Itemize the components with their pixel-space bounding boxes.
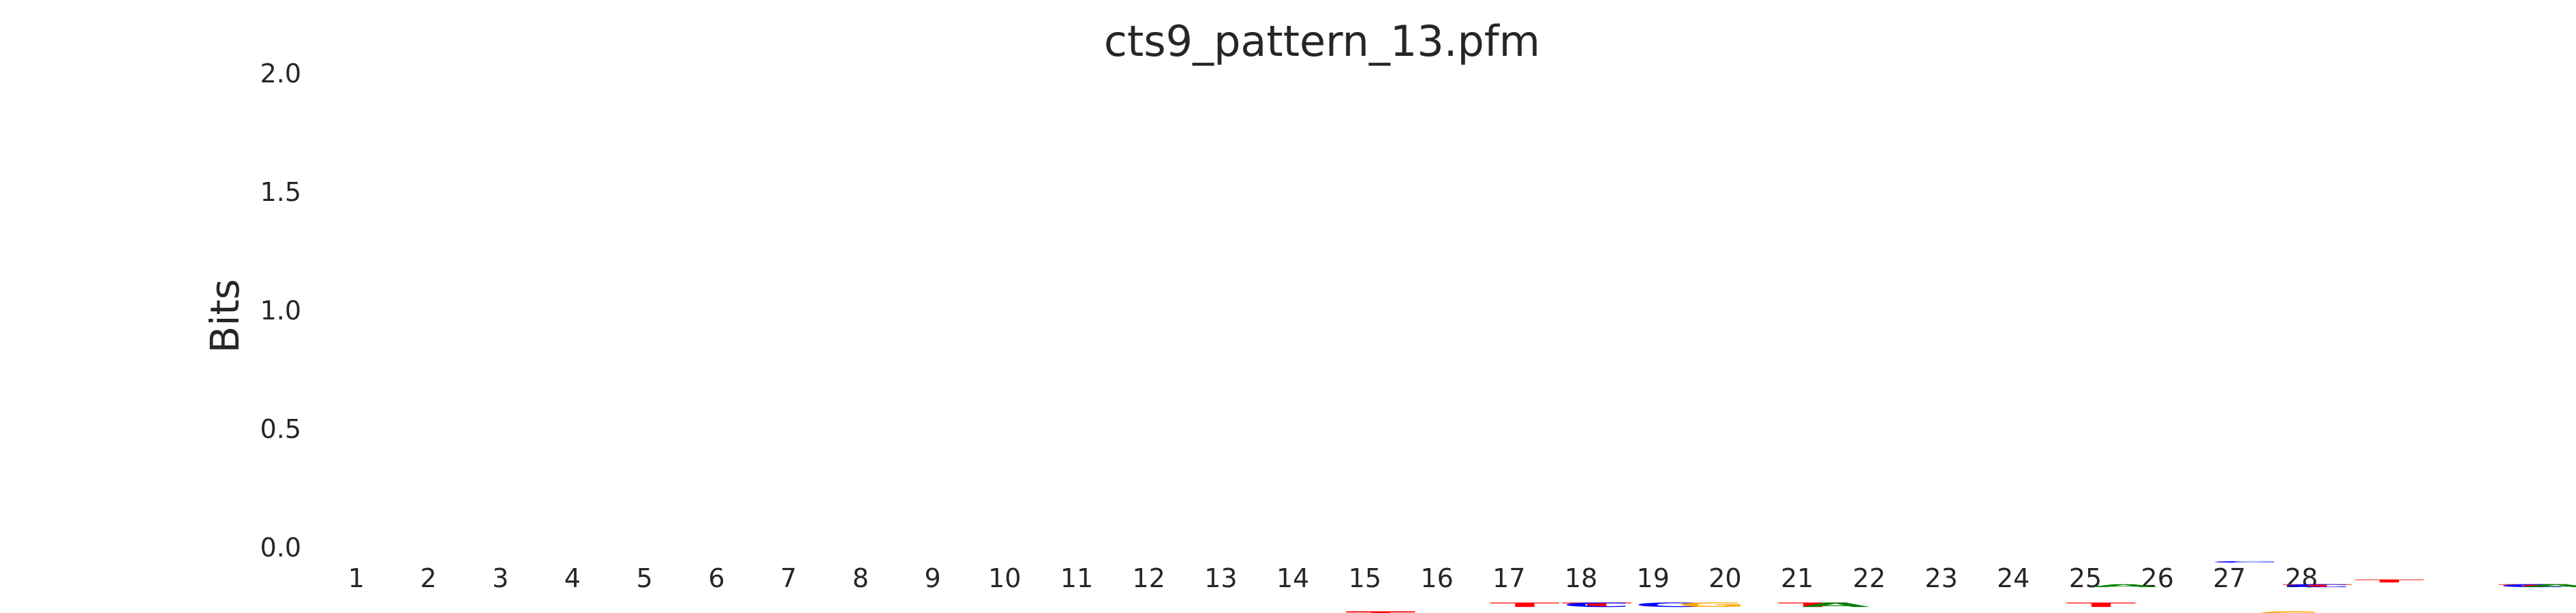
logo-letters: ATCGGATCTCAGTCAGCTAGCATGTAGCGTCAAGCTCGTT… (1346, 561, 2576, 613)
logo-letter-t: T (2498, 584, 2569, 588)
y-tick-label: 0.5 (260, 414, 301, 444)
x-tick-label: 2 (420, 563, 436, 593)
y-tick-label: 1.5 (260, 177, 301, 207)
x-tick-label: 14 (1276, 563, 1309, 593)
x-tick-label: 13 (1204, 563, 1237, 593)
x-tick-label: 18 (1565, 563, 1597, 593)
x-tick-label: 21 (1781, 563, 1813, 593)
x-tick-label: 28 (2285, 563, 2318, 593)
logo-letter-t: T (1850, 612, 1920, 613)
x-tick-label: 7 (780, 563, 797, 593)
x-tick-label: 3 (492, 563, 508, 593)
x-tick-label: 17 (1492, 563, 1525, 593)
logo-letter-c: C (1490, 612, 1560, 613)
logo-letter-t: T (1778, 601, 1848, 608)
logo-letter-c: C (2282, 584, 2352, 588)
logo-letter-c: C (1417, 612, 1488, 613)
y-tick-label: 0.0 (260, 533, 301, 563)
x-tick-label: 22 (1853, 563, 1886, 593)
x-tick-label: 15 (1349, 563, 1381, 593)
x-axis-ticks: 1 2 3 4 5 6 7 8 9 10 11 12 13 14 15 16 17 18 19 20 21 22 23 24 2… (348, 563, 2318, 593)
x-tick-label: 6 (708, 563, 724, 593)
y-tick-label: 2.0 (260, 59, 301, 89)
x-tick-label: 4 (564, 563, 581, 593)
x-tick-label: 27 (2213, 563, 2245, 593)
x-tick-label: 1 (348, 563, 365, 593)
y-tick-label: 1.0 (260, 296, 301, 326)
y-axis-ticks: 0.0 0.5 1.0 1.5 2.0 (260, 59, 301, 563)
logo-letter-g: G (2253, 610, 2323, 613)
logo-letter-c: C (2210, 561, 2280, 563)
x-tick-label: 16 (1420, 563, 1453, 593)
x-tick-label: 26 (2141, 563, 2174, 593)
logo-letter-c: C (1562, 601, 1632, 608)
logo-letter-t: T (2282, 584, 2352, 588)
y-axis-label: Bits (202, 279, 248, 353)
x-tick-label: 19 (1637, 563, 1670, 593)
x-tick-label: 5 (637, 563, 653, 593)
x-tick-label: 24 (1997, 563, 2029, 593)
logo-letter-c: C (2498, 584, 2569, 588)
x-tick-label: 20 (1708, 563, 1741, 593)
x-tick-label: 9 (924, 563, 940, 593)
logo-letter-c: C (1634, 601, 1704, 608)
x-tick-label: 10 (988, 563, 1021, 593)
logo-letter-t: T (1490, 601, 1560, 608)
x-tick-label: 25 (2069, 563, 2102, 593)
logo-letter-a: A (1800, 601, 1871, 608)
logo-letter-t: T (2066, 601, 2136, 608)
logo-letter-t: T (2355, 579, 2425, 584)
x-tick-label: 23 (1925, 563, 1957, 593)
logo-letter-g: G (1677, 601, 1747, 608)
logo-letter-a: A (2089, 584, 2159, 588)
chart-title: cts9_pattern_13.pfm (1104, 16, 1540, 66)
logo-letter-t: T (1562, 601, 1632, 608)
logo-letter-t: T (1346, 610, 1416, 613)
x-tick-label: 12 (1133, 563, 1165, 593)
x-tick-label: 11 (1060, 563, 1093, 593)
x-tick-label: 8 (853, 563, 869, 593)
logo-letter-a: A (2521, 584, 2576, 588)
